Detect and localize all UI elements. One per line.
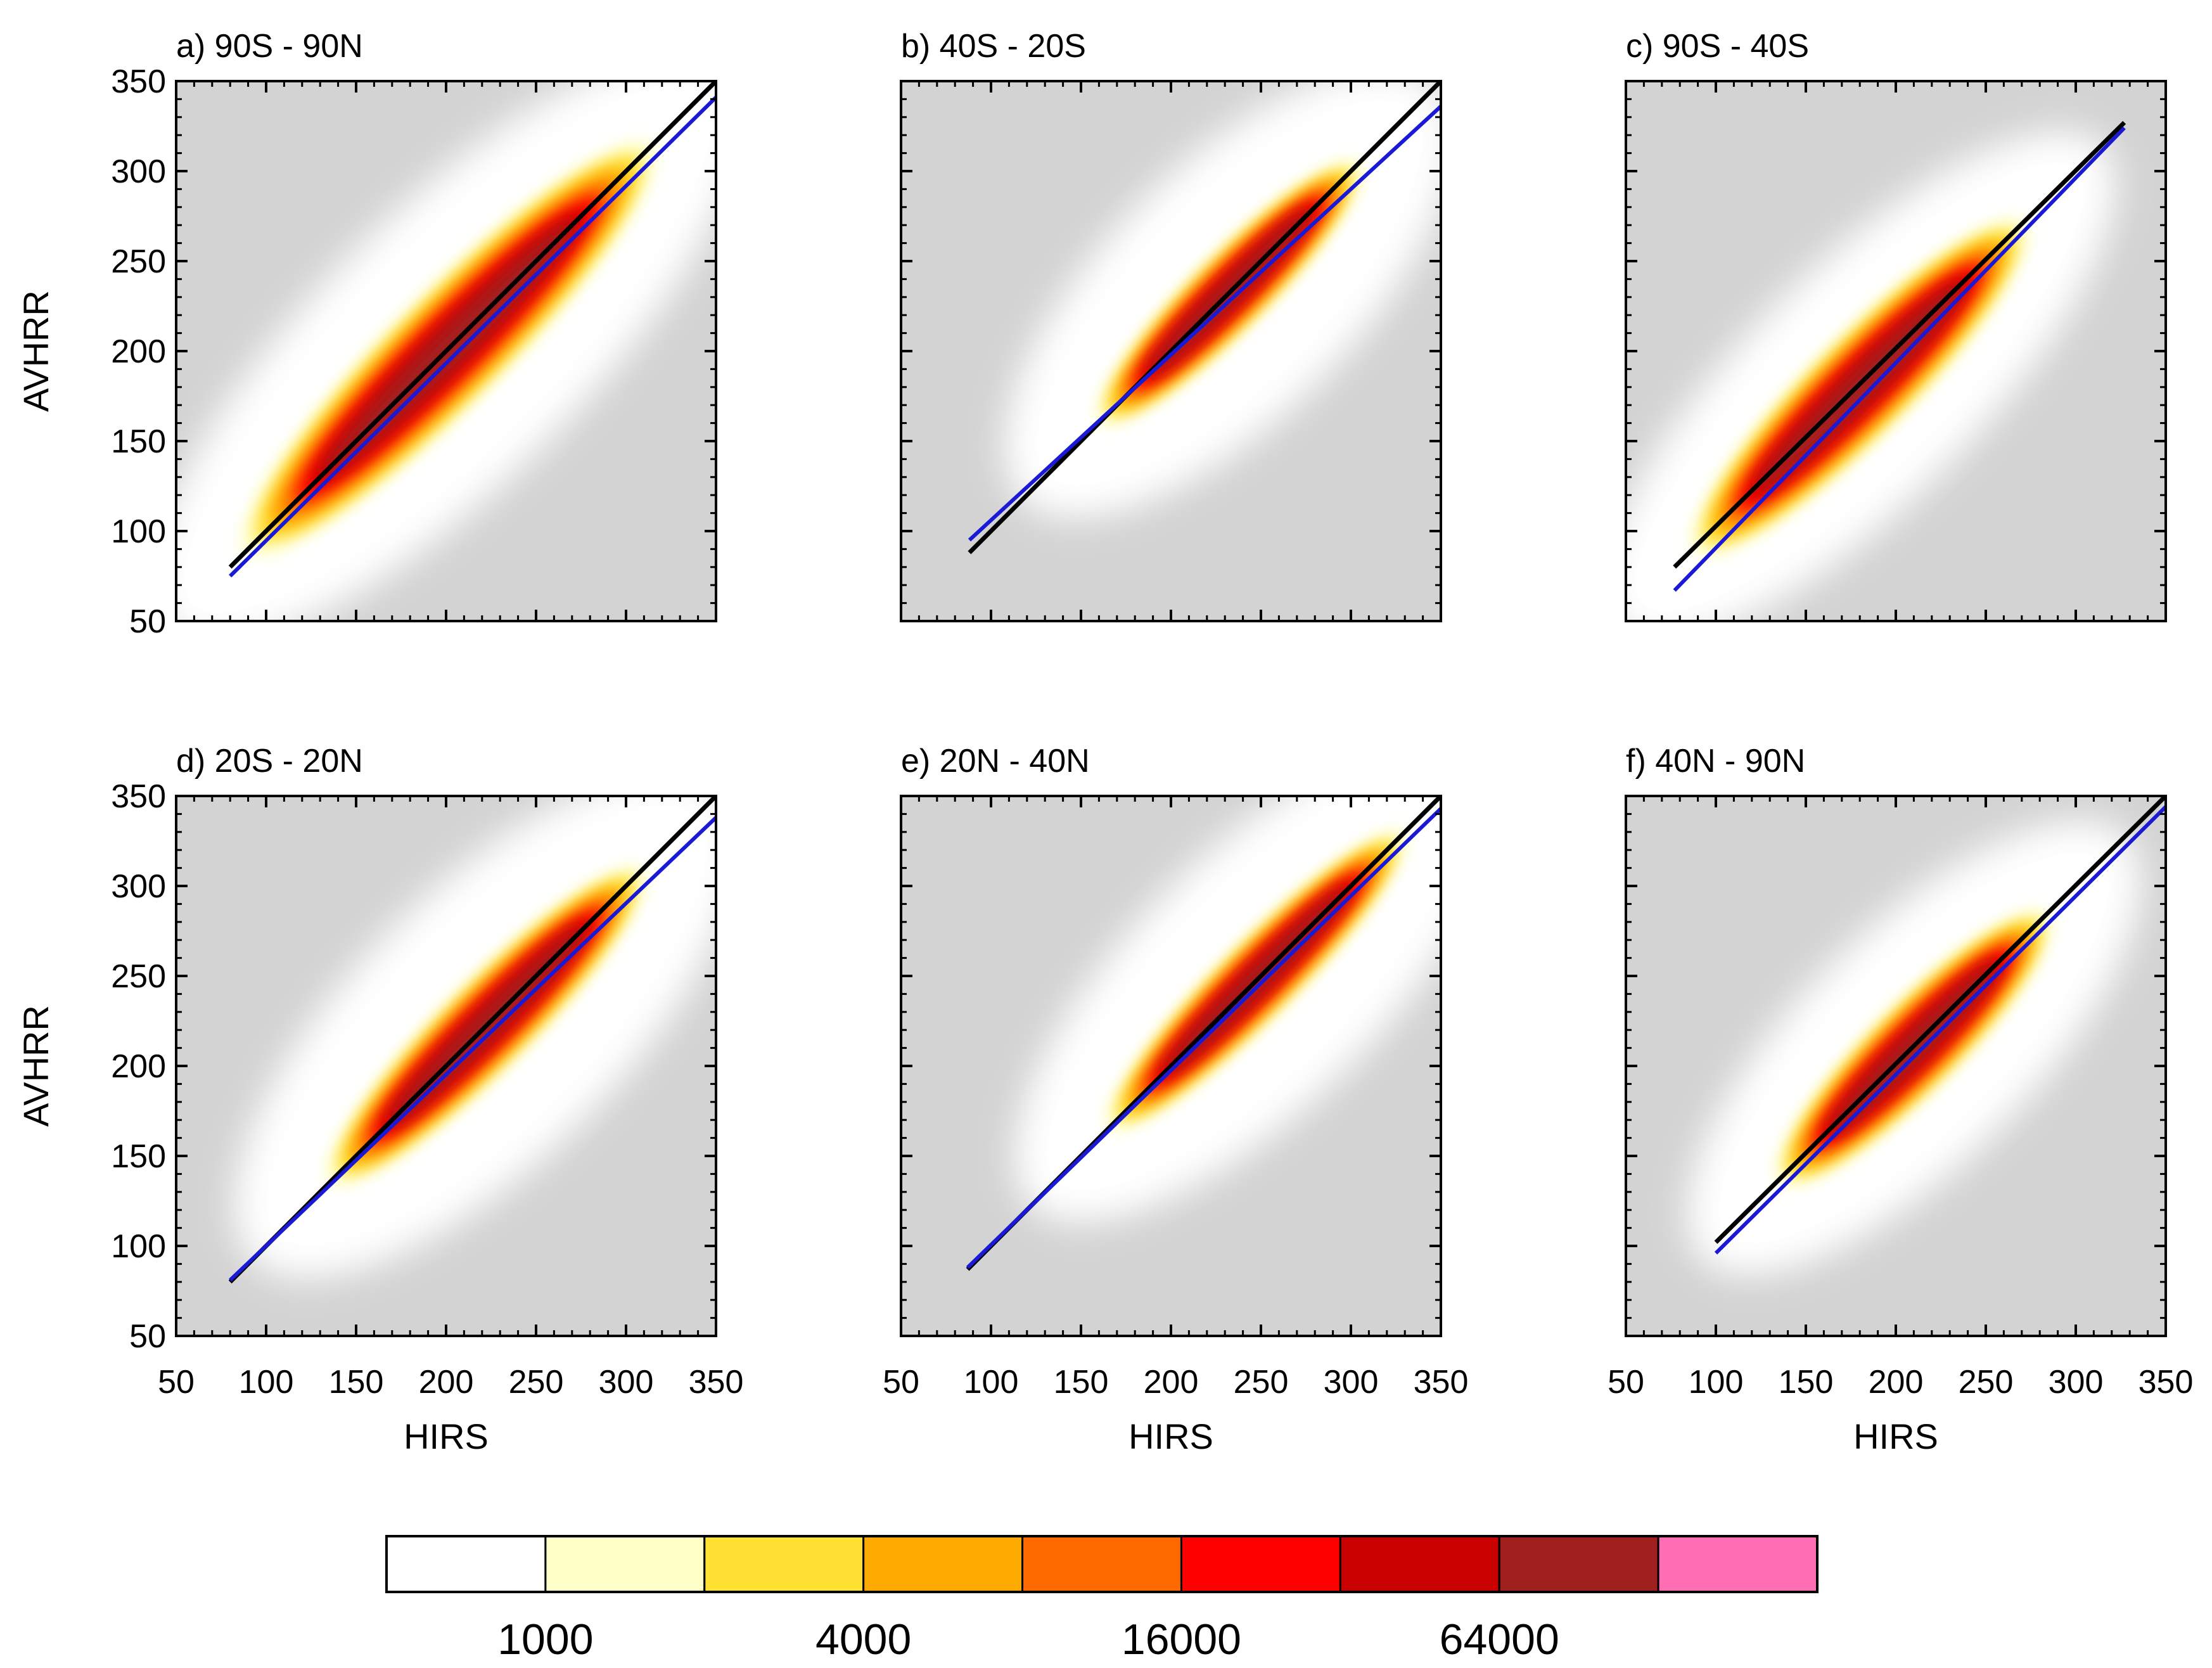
x-tick-label: 100 xyxy=(239,1364,294,1401)
y-tick-label: 300 xyxy=(111,868,166,905)
x-axis-label: HIRS xyxy=(404,1416,489,1456)
colorbar-box-3 xyxy=(703,1535,865,1593)
one-to-one-line xyxy=(968,81,1441,555)
panel-f: 50 100 150 200 250 300 350 f) 40N - 90N HIRS xyxy=(1608,743,2194,1456)
colorbar: 1000 4000 16000 64000 xyxy=(385,1535,1819,1664)
x-tick-label: 250 xyxy=(1234,1364,1289,1401)
y-axis-label: AVHRR xyxy=(16,1005,56,1127)
x-tick-label: 350 xyxy=(689,1364,744,1401)
fit-line xyxy=(968,105,1441,542)
panel-c: c) 90S - 40S xyxy=(1625,28,2167,622)
fit-line xyxy=(229,816,716,1282)
colorbar-label: 4000 xyxy=(815,1615,911,1664)
x-tick-label: 200 xyxy=(1144,1364,1199,1401)
x-axis-label: HIRS xyxy=(1128,1416,1213,1456)
x-tick-label: 300 xyxy=(2049,1364,2104,1401)
panel-title: b) 40S - 20S xyxy=(901,28,1086,65)
y-tick-label: 50 xyxy=(129,603,166,640)
x-tick-label: 250 xyxy=(1959,1364,2014,1401)
x-tick-label: 50 xyxy=(1608,1364,1644,1401)
panel-title: d) 20S - 20N xyxy=(176,743,363,779)
panel-b: b) 40S - 20S xyxy=(900,28,1442,622)
x-tick-label: 350 xyxy=(1414,1364,1469,1401)
colorbar-box-1 xyxy=(385,1535,547,1593)
colorbar-label: 16000 xyxy=(1122,1615,1241,1664)
x-tick-label: 250 xyxy=(509,1364,564,1401)
panel-title: a) 90S - 90N xyxy=(176,28,363,65)
colorbar-box-8 xyxy=(1498,1535,1659,1593)
x-tick-label: 150 xyxy=(329,1364,384,1401)
fit-line xyxy=(966,807,1441,1269)
panel-title: f) 40N - 90N xyxy=(1626,743,1805,779)
y-tick-label: 350 xyxy=(111,778,166,815)
panel-title: c) 90S - 40S xyxy=(1626,28,1809,65)
y-tick-label: 150 xyxy=(111,1138,166,1175)
colorbar-box-9 xyxy=(1657,1535,1819,1593)
colorbar-label: 1000 xyxy=(497,1615,593,1664)
y-tick-label: 250 xyxy=(111,958,166,995)
x-tick-label: 350 xyxy=(2138,1364,2194,1401)
colorbar-box-2 xyxy=(544,1535,706,1593)
y-axis-label: AVHRR xyxy=(16,290,56,412)
y-tick-label: 100 xyxy=(111,1228,166,1265)
y-tick-label: 350 xyxy=(111,63,166,100)
one-to-one-line xyxy=(1714,796,2166,1244)
one-to-one-line xyxy=(1673,120,2126,569)
x-tick-label: 50 xyxy=(883,1364,919,1401)
x-tick-label: 200 xyxy=(1869,1364,1924,1401)
fit-line xyxy=(1714,805,2166,1255)
x-tick-label: 300 xyxy=(1324,1364,1379,1401)
colorbar-box-7 xyxy=(1339,1535,1500,1593)
x-tick-label: 150 xyxy=(1054,1364,1109,1401)
y-tick-label: 200 xyxy=(111,1048,166,1085)
panel-e: 50 100 150 200 250 300 350 e) 20N - 40N HIRS xyxy=(883,743,1469,1456)
y-tick-label: 250 xyxy=(111,243,166,280)
colorbar-label: 64000 xyxy=(1440,1615,1559,1664)
x-axis-label: HIRS xyxy=(1853,1416,1938,1456)
panel-d: 50 50 100 100 150 150 200 200 250 250 300 300 350 350… xyxy=(16,743,744,1456)
panel-a: 50 100 150 200 250 300 350 a) 90S - 90N AVHRR xyxy=(16,28,717,640)
colorbar-box-6 xyxy=(1180,1535,1341,1593)
y-tick-label: 150 xyxy=(111,423,166,460)
panel-title: e) 20N - 40N xyxy=(901,743,1090,779)
y-tick-label: 200 xyxy=(111,333,166,370)
x-tick-label: 200 xyxy=(419,1364,474,1401)
colorbar-box-5 xyxy=(1021,1535,1182,1593)
one-to-one-line xyxy=(228,81,716,569)
x-tick-label: 150 xyxy=(1779,1364,1834,1401)
y-tick-label: 100 xyxy=(111,513,166,550)
y-tick-label: 50 xyxy=(129,1318,166,1355)
colorbar-frame xyxy=(385,1535,1819,1593)
y-tick-label: 300 xyxy=(111,153,166,190)
fit-line xyxy=(229,96,716,578)
x-tick-label: 300 xyxy=(599,1364,654,1401)
x-tick-label: 50 xyxy=(158,1364,195,1401)
x-tick-label: 100 xyxy=(964,1364,1019,1401)
colorbar-box-4 xyxy=(862,1535,1024,1593)
panels-group: 50 100 150 200 250 300 350 a) 90S - 90N AVHRR b) … xyxy=(16,28,2194,1456)
fit-line xyxy=(1673,126,2126,592)
x-tick-label: 100 xyxy=(1689,1364,1744,1401)
